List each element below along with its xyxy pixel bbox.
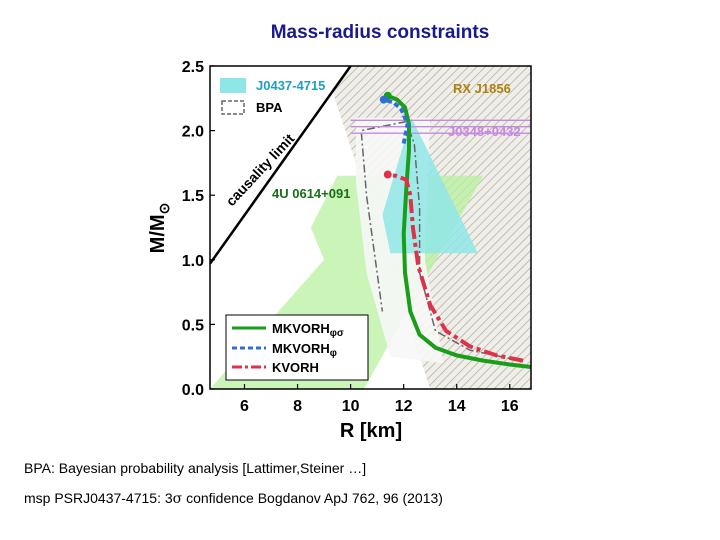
u4-label: 4U 0614+091 [272,186,350,201]
legend-label-mkvorh-phisigma: MKVORHφσ [272,321,344,339]
j0437-legend-swatch [220,78,246,93]
y-tick-label: 2.0 [182,124,204,141]
x-tick-label: 14 [448,398,466,415]
msp-caption: msp PSRJ0437-4715: 3σ confidence Bogdano… [24,490,443,507]
mkvorh-phi-curve-endpoint [379,95,388,104]
y-tick-label: 1.5 [182,188,204,205]
axis-ticks: 6 8 10 12 14 16 0.0 0.5 1.0 1.5 2.0 2.5 [182,59,519,415]
x-tick-label: 12 [395,398,413,415]
y-tick-label: 1.0 [182,253,204,270]
legend-label-kvorh: KVORH [272,360,319,375]
y-tick-label: 0.5 [182,317,204,334]
series-layer [379,91,531,369]
x-tick-label: 8 [293,398,302,415]
y-tick-label: 2.5 [182,59,204,76]
bpa-legend-label: BPA [256,100,283,115]
kvorh-curve [387,172,524,363]
msp-caption-prefix: msp PSRJ0437-4715: 3 [24,490,173,506]
legend-label-mkvorh-phi: MKVORHφ [272,341,337,359]
x-tick-label: 10 [342,398,360,415]
slide-title: Mass-radius constraints [270,22,490,43]
y-tick-label: 0.0 [182,382,204,399]
j0348-label: J0348+0432 [448,124,521,139]
svg-text:M/M⊙: M/M⊙ [147,203,172,254]
x-axis-label: R [km] [340,420,402,442]
rx-j1856-label: RX J1856 [453,81,511,96]
x-tick-label: 6 [240,398,249,415]
x-tick-label: 16 [501,398,519,415]
msp-caption-suffix: confidence Bogdanov ApJ 762, 96 (2013) [182,490,443,506]
causality-limit-line [210,66,352,265]
j0348-band [350,119,531,134]
mkvorh-phi-curve [383,97,410,144]
kvorh-curve-endpoint [383,170,392,179]
bpa-caption: BPA: Bayesian probability analysis [Latt… [24,460,367,476]
sigma-symbol: σ [172,491,183,507]
mkvorh-phisigma-curve [386,93,531,369]
bpa-legend-swatch [221,100,245,115]
y-axis-label: M/M⊙ [147,203,172,254]
plot-frame [209,65,532,390]
j0437-legend-label: J0437-4715 [256,78,325,93]
